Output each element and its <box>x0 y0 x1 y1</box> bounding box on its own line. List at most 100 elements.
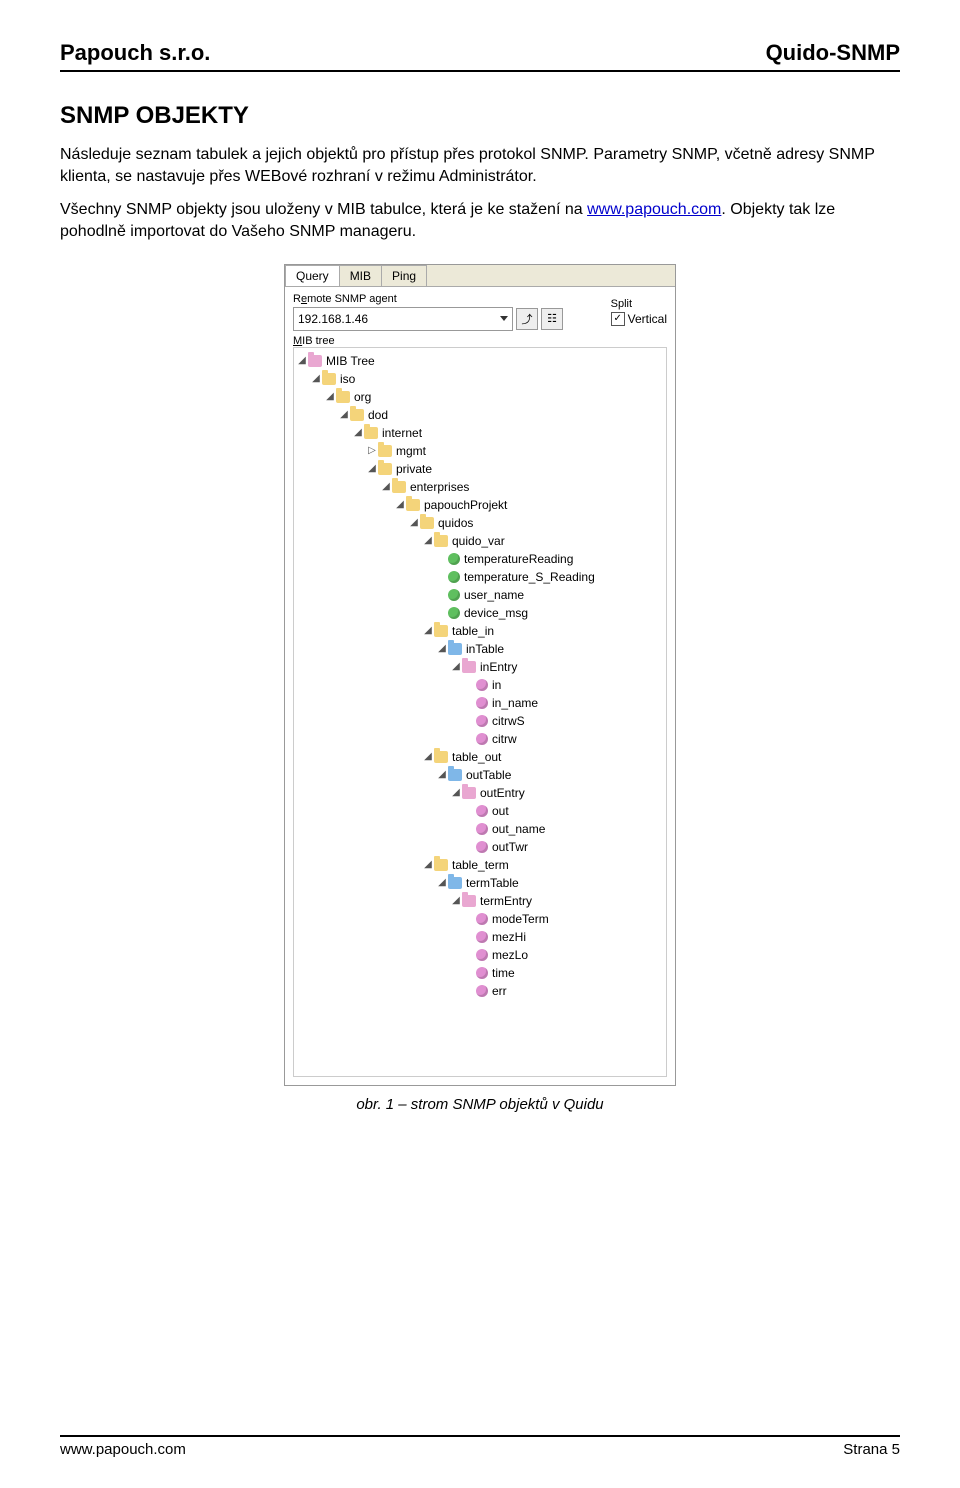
tree-node[interactable]: outTwr <box>296 838 664 856</box>
expand-icon[interactable]: ◢ <box>436 877 448 888</box>
tree-node[interactable]: user_name <box>296 586 664 604</box>
expand-icon[interactable]: ◢ <box>422 751 434 762</box>
expand-icon[interactable]: ◢ <box>422 859 434 870</box>
leaf-icon <box>476 967 488 979</box>
header-right: Quido-SNMP <box>766 40 900 66</box>
tree-node[interactable]: mezLo <box>296 946 664 964</box>
tree-node-label: internet <box>382 426 422 440</box>
tree-node[interactable]: ◢termEntry <box>296 892 664 910</box>
folder-icon <box>364 427 378 439</box>
tree-node-label: in <box>492 678 501 692</box>
tree-node[interactable]: ◢table_out <box>296 748 664 766</box>
expand-icon[interactable]: ◢ <box>436 769 448 780</box>
expand-icon[interactable]: ◢ <box>338 409 350 420</box>
lookup-icon-button[interactable]: ⤴ <box>516 308 538 330</box>
tree-node[interactable]: ◢inTable <box>296 640 664 658</box>
tree-node[interactable]: ◢dod <box>296 406 664 424</box>
leaf-icon <box>448 607 460 619</box>
expand-icon[interactable]: ◢ <box>450 661 462 672</box>
expand-icon[interactable]: ◢ <box>324 391 336 402</box>
tree-node[interactable]: ◢ internet <box>296 424 664 442</box>
list-icon-button[interactable]: ☷ <box>541 308 563 330</box>
expand-icon[interactable]: ◢ <box>422 535 434 546</box>
tree-node[interactable]: time <box>296 964 664 982</box>
tree-node-label: termTable <box>466 876 519 890</box>
tree-node-label: mezLo <box>492 948 528 962</box>
header-left: Papouch s.r.o. <box>60 40 210 66</box>
tree-node[interactable]: ◢ termTable <box>296 874 664 892</box>
tree-node[interactable]: ◢outEntry <box>296 784 664 802</box>
tree-node[interactable]: ▷mgmt <box>296 442 664 460</box>
vertical-checkbox[interactable]: ✓ <box>611 312 625 326</box>
expand-icon[interactable]: ◢ <box>310 373 322 384</box>
tree-node[interactable]: ◢iso <box>296 370 664 388</box>
tree-node[interactable]: ◢ inEntry <box>296 658 664 676</box>
tree-node[interactable]: mezHi <box>296 928 664 946</box>
figure-caption: obr. 1 – strom SNMP objektů v Quidu <box>60 1096 900 1113</box>
expand-icon[interactable]: ◢ <box>380 481 392 492</box>
tree-node[interactable]: citrw <box>296 730 664 748</box>
page-header: Papouch s.r.o. Quido-SNMP <box>60 40 900 72</box>
tree-node-label: enterprises <box>410 480 469 494</box>
tree-node[interactable]: ◢outTable <box>296 766 664 784</box>
split-label: Split <box>611 298 667 310</box>
tree-node[interactable]: in_name <box>296 694 664 712</box>
folder-icon <box>434 751 448 763</box>
tab-ping[interactable]: Ping <box>381 265 427 286</box>
tree-node[interactable]: ◢papouchProjekt <box>296 496 664 514</box>
tree-node-label: table_term <box>452 858 509 872</box>
tab-mib[interactable]: MIB <box>339 265 382 286</box>
folder-icon <box>378 445 392 457</box>
expand-icon[interactable]: ◢ <box>422 625 434 636</box>
tree-node[interactable]: ◢ enterprises <box>296 478 664 496</box>
folder-icon <box>448 643 462 655</box>
tree-node[interactable]: ◢ quido_var <box>296 532 664 550</box>
tree-node[interactable]: temperatureReading <box>296 550 664 568</box>
remote-agent-dropdown[interactable]: 192.168.1.46 <box>293 307 513 331</box>
tree-node[interactable]: ◢MIB Tree <box>296 352 664 370</box>
vertical-label: Vertical <box>628 312 667 326</box>
expand-icon[interactable]: ◢ <box>450 787 462 798</box>
folder-icon <box>462 895 476 907</box>
tree-node[interactable]: out <box>296 802 664 820</box>
tab-query[interactable]: Query <box>285 265 340 286</box>
tree-node[interactable]: ◢table_in <box>296 622 664 640</box>
tree-node[interactable]: ◢org <box>296 388 664 406</box>
expand-icon[interactable]: ◢ <box>394 499 406 510</box>
footer-left: www.papouch.com <box>60 1441 186 1458</box>
tree-node-label: in_name <box>492 696 538 710</box>
folder-icon <box>406 499 420 511</box>
leaf-icon <box>476 805 488 817</box>
leaf-icon <box>476 841 488 853</box>
tree-node[interactable]: out_name <box>296 820 664 838</box>
expand-icon[interactable]: ◢ <box>408 517 420 528</box>
expand-icon[interactable]: ◢ <box>366 463 378 474</box>
leaf-icon <box>476 697 488 709</box>
papouch-link[interactable]: www.papouch.com <box>587 201 721 218</box>
page-footer: www.papouch.com Strana 5 <box>60 1435 900 1458</box>
tree-node[interactable]: ◢private <box>296 460 664 478</box>
folder-icon <box>378 463 392 475</box>
expand-icon[interactable]: ◢ <box>352 427 364 438</box>
tree-node-label: temperatureReading <box>464 552 573 566</box>
tree-node[interactable]: err <box>296 982 664 1000</box>
tree-node[interactable]: modeTerm <box>296 910 664 928</box>
leaf-icon <box>476 733 488 745</box>
tree-node-label: inEntry <box>480 660 517 674</box>
folder-icon <box>462 787 476 799</box>
tree-node-label: quido_var <box>452 534 505 548</box>
tree-node[interactable]: citrwS <box>296 712 664 730</box>
expand-icon[interactable]: ◢ <box>450 895 462 906</box>
tree-node[interactable]: ◢quidos <box>296 514 664 532</box>
section-title: SNMP OBJEKTY <box>60 102 900 130</box>
mib-tree[interactable]: ◢MIB Tree◢iso◢org◢dod◢internet▷mgmt◢priv… <box>293 347 667 1077</box>
tree-node[interactable]: device_msg <box>296 604 664 622</box>
tree-node[interactable]: temperature_S_Reading <box>296 568 664 586</box>
expand-icon[interactable]: ▷ <box>366 445 378 456</box>
paragraph-2: Všechny SNMP objekty jsou uloženy v MIB … <box>60 199 900 244</box>
expand-icon[interactable]: ◢ <box>296 355 308 366</box>
tree-node[interactable]: in <box>296 676 664 694</box>
expand-icon[interactable]: ◢ <box>436 643 448 654</box>
folder-icon <box>434 625 448 637</box>
tree-node[interactable]: ◢ table_term <box>296 856 664 874</box>
